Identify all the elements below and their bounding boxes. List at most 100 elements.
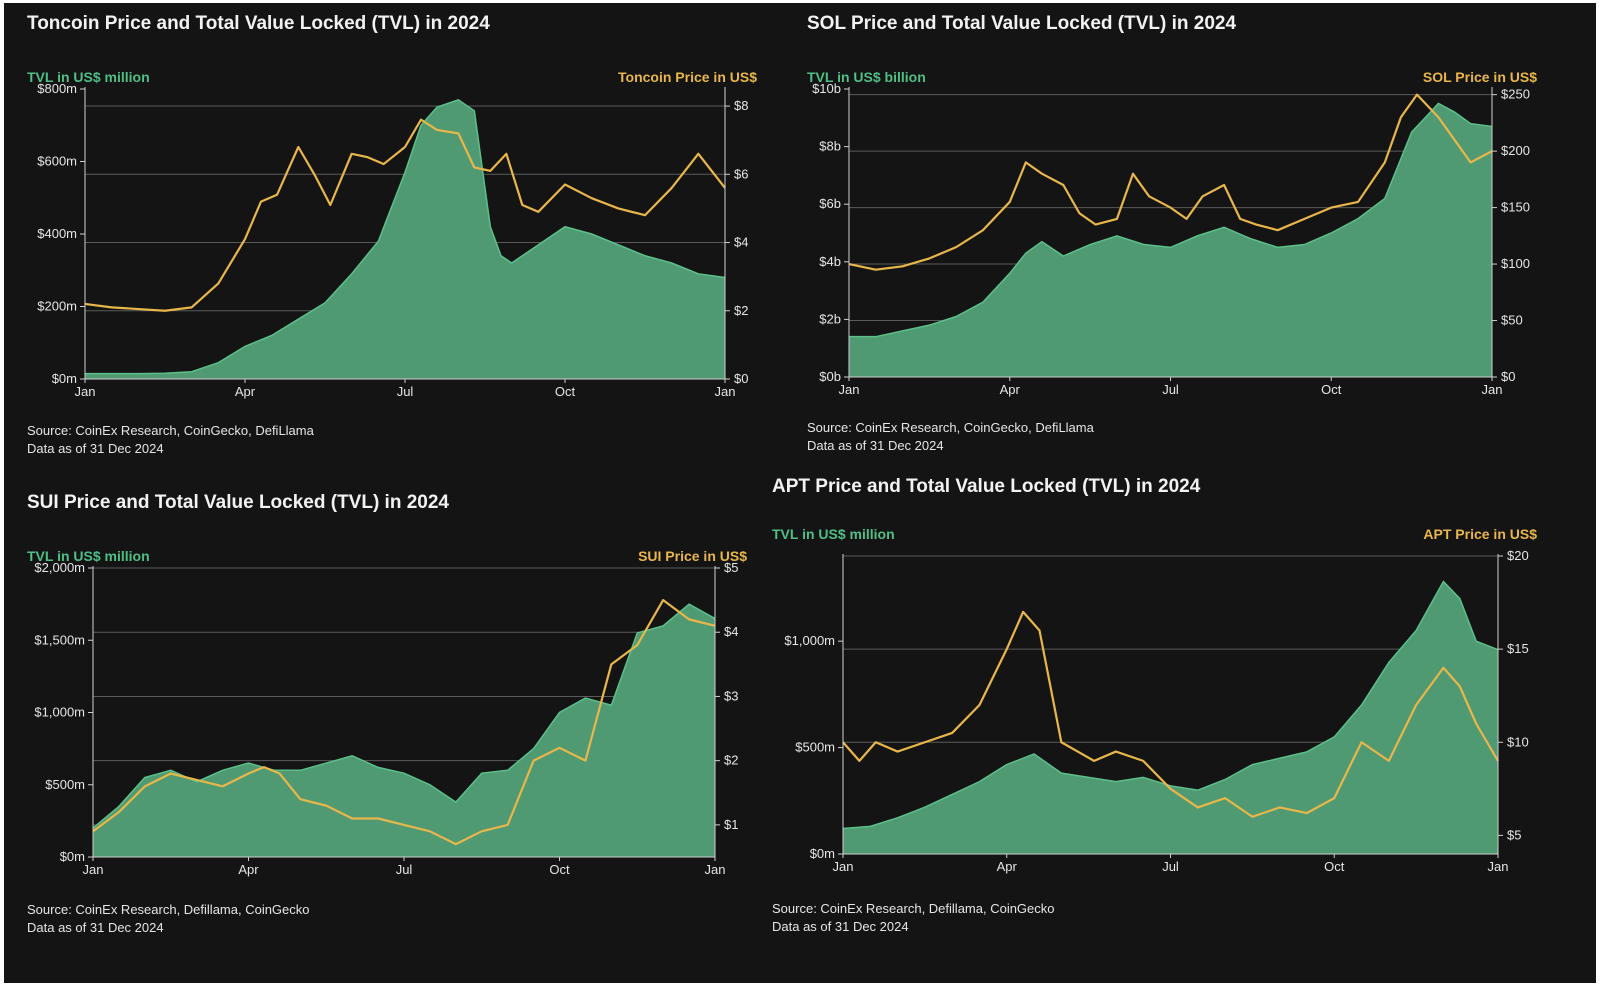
tvl-area	[849, 103, 1492, 378]
left-tick-label: $0m	[810, 846, 835, 861]
x-tick-label: Oct	[549, 862, 570, 877]
right-tick-label: $8	[734, 98, 748, 113]
left-tick-label: $0m	[52, 371, 77, 386]
x-tick-label: Oct	[555, 384, 576, 399]
right-tick-label: $200	[1501, 143, 1530, 158]
toncoin-chart-panel: Toncoin Price and Total Value Locked (TV…	[27, 13, 757, 463]
right-tick-label: $100	[1501, 256, 1530, 271]
left-tick-label: $1,500m	[34, 632, 85, 647]
left-axis-title: TVL in US$ million	[772, 526, 895, 542]
right-tick-label: $2	[734, 303, 748, 318]
right-tick-label: $20	[1507, 548, 1529, 563]
price-line	[842, 610, 1499, 818]
right-tick-label: $10	[1507, 734, 1529, 749]
left-tick-label: $2b	[819, 311, 841, 326]
right-tick-label: $5	[1507, 827, 1521, 842]
right-tick-label: $15	[1507, 641, 1529, 656]
left-axis-title: TVL in US$ billion	[807, 69, 926, 85]
right-axis-title: SOL Price in US$	[1422, 69, 1537, 85]
right-tick-label: $0	[734, 371, 748, 386]
left-tick-label: $10b	[812, 81, 841, 96]
chart-title: SUI Price and Total Value Locked (TVL) i…	[27, 492, 449, 513]
price-line	[84, 118, 726, 312]
x-tick-label: Jul	[1162, 382, 1179, 397]
x-tick-label: Jan	[839, 382, 860, 397]
left-tick-label: $500m	[45, 777, 85, 792]
left-tick-label: $4b	[819, 254, 841, 269]
chart-title: APT Price and Total Value Locked (TVL) i…	[772, 476, 1201, 497]
left-tick-label: $1,000m	[34, 705, 85, 720]
left-tick-label: $500m	[795, 740, 835, 755]
x-tick-label: Jul	[397, 384, 414, 399]
x-tick-label: Oct	[1324, 859, 1345, 874]
x-tick-label: Jan	[1482, 382, 1503, 397]
right-tick-label: $4	[724, 624, 738, 639]
tvl-area	[85, 99, 725, 379]
source-note: Source: CoinEx Research, Defillama, Coin…	[27, 902, 310, 917]
chart-title: SOL Price and Total Value Locked (TVL) i…	[807, 13, 1237, 34]
price-line	[92, 599, 716, 846]
plot-area: $5 $10 $15 $20 $0m $500m $1,000m Jan Apr Jul Oct Ja…	[784, 548, 1529, 874]
left-tick-label: $400m	[37, 226, 77, 241]
source-note: Source: CoinEx Research, Defillama, Coin…	[772, 901, 1055, 916]
source-note: Source: CoinEx Research, CoinGecko, Defi…	[27, 423, 314, 438]
right-tick-label: $1	[724, 817, 738, 832]
left-axis-title: TVL in US$ million	[27, 548, 150, 564]
data-date-note: Data as of 31 Dec 2024	[27, 920, 164, 935]
data-date-note: Data as of 31 Dec 2024	[772, 919, 909, 934]
right-tick-label: $0	[1501, 369, 1515, 384]
tvl-area	[843, 581, 1498, 854]
left-tick-label: $0m	[60, 849, 85, 864]
source-note: Source: CoinEx Research, CoinGecko, Defi…	[807, 420, 1094, 435]
price-line	[848, 93, 1493, 271]
right-axis-title: APT Price in US$	[1423, 526, 1537, 542]
tvl-outline	[85, 99, 726, 375]
chart-canvas: Toncoin Price and Total Value Locked (TV…	[4, 3, 1596, 983]
x-tick-label: Apr	[238, 862, 259, 877]
plot-area: $0 $2 $4 $6 $8 $0m $200m $400m $600m $800m Jan Apr J…	[37, 81, 748, 399]
x-tick-label: Apr	[1000, 382, 1021, 397]
right-axis-title: SUI Price in US$	[638, 548, 747, 564]
chart-title: Toncoin Price and Total Value Locked (TV…	[27, 13, 490, 34]
right-tick-label: $2	[724, 753, 738, 768]
left-tick-label: $600m	[37, 154, 77, 169]
right-tick-label: $5	[724, 560, 738, 575]
right-tick-label: $3	[724, 688, 738, 703]
x-tick-label: Jan	[83, 862, 104, 877]
x-tick-label: Jan	[833, 859, 854, 874]
plot-area: $1 $2 $3 $4 $5 $0m $500m $1,000m $1,500m $2,000m J…	[34, 560, 738, 877]
left-tick-label: $6b	[819, 196, 841, 211]
tvl-outline	[849, 102, 1493, 338]
data-date-note: Data as of 31 Dec 2024	[27, 441, 164, 456]
sol-chart-panel: SOL Price and Total Value Locked (TVL) i…	[807, 13, 1537, 463]
apt-chart-panel: APT Price and Total Value Locked (TVL) i…	[772, 476, 1537, 941]
left-tick-label: $0b	[819, 369, 841, 384]
x-tick-label: Jul	[1162, 859, 1179, 874]
left-tick-label: $200m	[37, 299, 77, 314]
right-tick-label: $150	[1501, 200, 1530, 215]
x-tick-label: Jul	[396, 862, 413, 877]
left-axis-title: TVL in US$ million	[27, 69, 150, 85]
right-tick-label: $250	[1501, 87, 1530, 102]
right-axis-title: Toncoin Price in US$	[618, 69, 757, 85]
x-tick-label: Jan	[75, 384, 96, 399]
tvl-area	[93, 604, 715, 857]
x-tick-label: Oct	[1321, 382, 1342, 397]
x-tick-label: Jan	[1488, 859, 1509, 874]
left-tick-label: $1,000m	[784, 633, 835, 648]
left-tick-label: $2,000m	[34, 560, 85, 575]
left-tick-label: $8b	[819, 139, 841, 154]
tvl-outline	[92, 603, 716, 829]
x-tick-label: Jan	[715, 384, 736, 399]
x-tick-label: Apr	[997, 859, 1018, 874]
right-tick-label: $4	[734, 235, 748, 250]
right-tick-label: $6	[734, 166, 748, 181]
x-tick-label: Jan	[705, 862, 726, 877]
data-date-note: Data as of 31 Dec 2024	[807, 438, 944, 453]
plot-area: $0 $50 $100 $150 $200 $250 $0b $2b $4b $6b $8b $10b…	[812, 81, 1530, 397]
tvl-outline	[842, 580, 1499, 830]
left-tick-label: $800m	[37, 81, 77, 96]
right-tick-label: $50	[1501, 313, 1523, 328]
x-tick-label: Apr	[235, 384, 256, 399]
sui-chart-panel: SUI Price and Total Value Locked (TVL) i…	[27, 492, 747, 942]
